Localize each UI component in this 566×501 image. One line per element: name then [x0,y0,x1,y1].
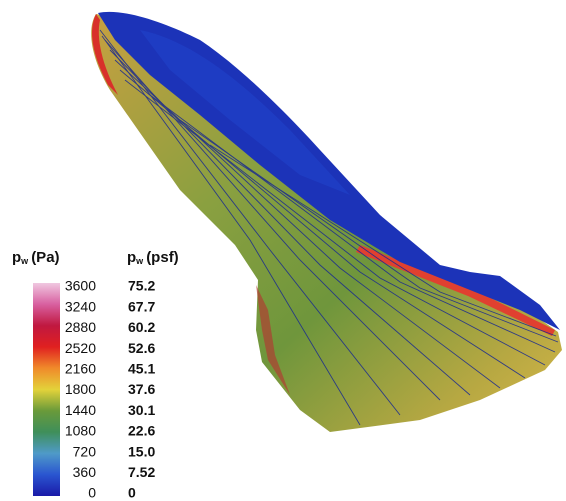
psf-label: 67.7 [128,298,155,314]
psf-label: 52.6 [128,340,155,356]
psf-label: 22.6 [128,423,155,439]
pa-label: 2160 [65,361,96,377]
color-bar [33,283,60,496]
fuselage-shade [140,30,350,195]
pa-label: 3240 [65,298,96,314]
pa-label: 1080 [65,423,96,439]
pa-header: pw (Pa) [12,249,60,266]
body-flap [256,285,290,395]
psf-label: 45.1 [128,361,155,377]
psf-label: 7.52 [128,464,155,480]
legend-labels: 3600324028802520216018001440108072036007… [65,278,156,501]
psf-label: 37.6 [128,381,155,397]
streamlines [99,29,559,426]
pa-label: 1800 [65,381,96,397]
pa-label: 0 [88,485,96,501]
psf-label: 0 [128,485,136,501]
pa-label: 360 [73,464,97,480]
pa-label: 1440 [65,402,96,418]
pa-label: 3600 [65,278,96,294]
psf-label: 75.2 [128,278,155,294]
pa-label: 2880 [65,319,96,335]
psf-label: 15.0 [128,443,155,459]
psf-label: 30.1 [128,402,155,418]
pa-label: 720 [73,443,97,459]
leading-edge [92,14,118,95]
psf-label: 60.2 [128,319,155,335]
wing-edge [356,245,555,336]
psf-header: pw (psf) [127,249,179,266]
pa-label: 2520 [65,340,96,356]
